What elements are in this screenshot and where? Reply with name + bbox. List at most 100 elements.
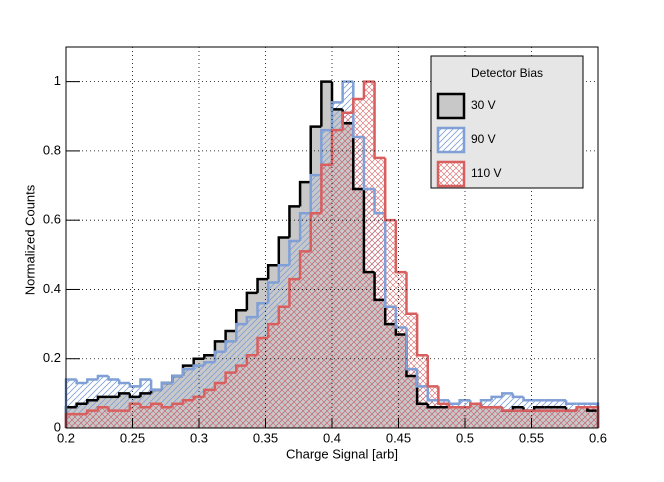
histogram-step — [447, 403, 460, 409]
histogram-step — [298, 212, 311, 241]
x-tick-label: 0.4 — [323, 430, 341, 445]
histogram-step — [266, 322, 279, 338]
x-tick-label: 0.5 — [456, 430, 474, 445]
histogram-step — [479, 403, 492, 409]
histogram-step — [245, 315, 258, 325]
histogram-bin — [161, 407, 173, 428]
histogram-bin — [480, 407, 492, 428]
histogram-step — [245, 291, 258, 311]
histogram-step — [320, 163, 332, 214]
histogram-bin — [417, 355, 428, 428]
histogram-step — [330, 128, 343, 165]
histogram-step — [320, 80, 332, 127]
histogram-step — [415, 369, 428, 388]
histogram-step — [160, 403, 173, 409]
y-tick-label: 0.8 — [43, 142, 61, 157]
histogram-step — [405, 272, 418, 315]
histogram-step — [139, 378, 152, 387]
histogram-step — [500, 392, 513, 397]
histogram-step — [511, 393, 524, 399]
histogram-step — [522, 396, 535, 402]
histogram-step — [117, 392, 130, 397]
histogram-bin — [587, 407, 598, 428]
histogram-step — [277, 305, 290, 325]
histogram-bin — [289, 279, 301, 428]
histogram-step — [288, 205, 301, 238]
histogram-step — [564, 400, 577, 406]
histogram-step — [277, 263, 290, 283]
histogram-bin — [140, 379, 152, 428]
histogram-step — [256, 336, 269, 356]
histogram-step — [352, 97, 364, 113]
histogram-bin — [87, 379, 98, 428]
histogram-step — [352, 123, 364, 191]
histogram-step — [309, 173, 322, 214]
histogram-step — [128, 382, 141, 388]
histogram-bin — [151, 403, 162, 428]
histogram-bin — [310, 213, 322, 428]
histogram-bin — [97, 407, 109, 428]
histogram-step — [224, 340, 237, 352]
histogram-step — [320, 128, 332, 176]
histogram-bin — [555, 410, 567, 428]
histogram-bin — [459, 407, 471, 428]
histogram-step — [256, 302, 269, 318]
histogram-step — [117, 379, 130, 385]
histogram-bin — [502, 410, 513, 428]
histogram-bin — [544, 410, 556, 428]
histogram-step — [437, 386, 450, 406]
histogram-step — [426, 403, 439, 409]
histogram-step — [234, 322, 247, 342]
histogram-step — [469, 402, 481, 408]
y-tick-label: 0 — [54, 419, 61, 434]
histogram-step — [490, 395, 503, 401]
histogram-bin — [406, 313, 418, 428]
histogram-step — [192, 364, 205, 370]
histogram-bin — [97, 376, 109, 428]
histogram-step — [362, 137, 375, 191]
plot-area — [64, 80, 600, 429]
histogram-step — [128, 393, 141, 399]
histogram-step — [203, 388, 215, 397]
histogram-bin — [438, 403, 450, 428]
histogram-bin — [278, 306, 290, 428]
histogram-bin — [512, 410, 524, 428]
histogram-step — [192, 357, 205, 366]
histogram-bin — [119, 382, 130, 428]
y-tick-label: 0.2 — [43, 350, 61, 365]
histogram-step — [256, 277, 269, 293]
histogram-bin — [66, 414, 77, 428]
histogram-step — [426, 386, 439, 402]
histogram-bin — [257, 337, 269, 428]
histogram-step — [203, 360, 215, 366]
x-tick-label: 0.2 — [57, 430, 75, 445]
histogram-step — [96, 395, 109, 401]
histogram-step — [181, 399, 194, 404]
histogram-bin — [246, 355, 258, 428]
x-tick-label: 0.6 — [589, 430, 607, 445]
histogram-bin — [76, 382, 88, 428]
histogram-bin — [321, 164, 332, 428]
x-tick-label: 0.3 — [190, 430, 208, 445]
y-tick-label: 1 — [54, 73, 61, 88]
histogram-step — [86, 409, 98, 415]
histogram-step — [245, 354, 258, 366]
legend-swatch — [436, 160, 466, 188]
histogram-step — [447, 400, 460, 406]
histogram-step — [405, 327, 418, 371]
histogram-step — [96, 405, 109, 411]
histogram-bin — [76, 414, 88, 428]
histogram-bin — [353, 98, 364, 429]
histogram-step — [75, 402, 88, 408]
histogram-step — [213, 381, 226, 390]
histogram-step — [415, 313, 428, 357]
y-axis-title: Normalized Counts — [22, 184, 37, 295]
plot-frame — [65, 46, 599, 429]
histogram-step — [373, 189, 386, 215]
histogram-step — [266, 281, 279, 304]
histogram-bin — [268, 324, 279, 428]
histogram-bin — [87, 410, 98, 428]
histogram-step — [203, 354, 215, 359]
histogram-bin — [183, 369, 194, 428]
histogram-step — [426, 355, 439, 388]
